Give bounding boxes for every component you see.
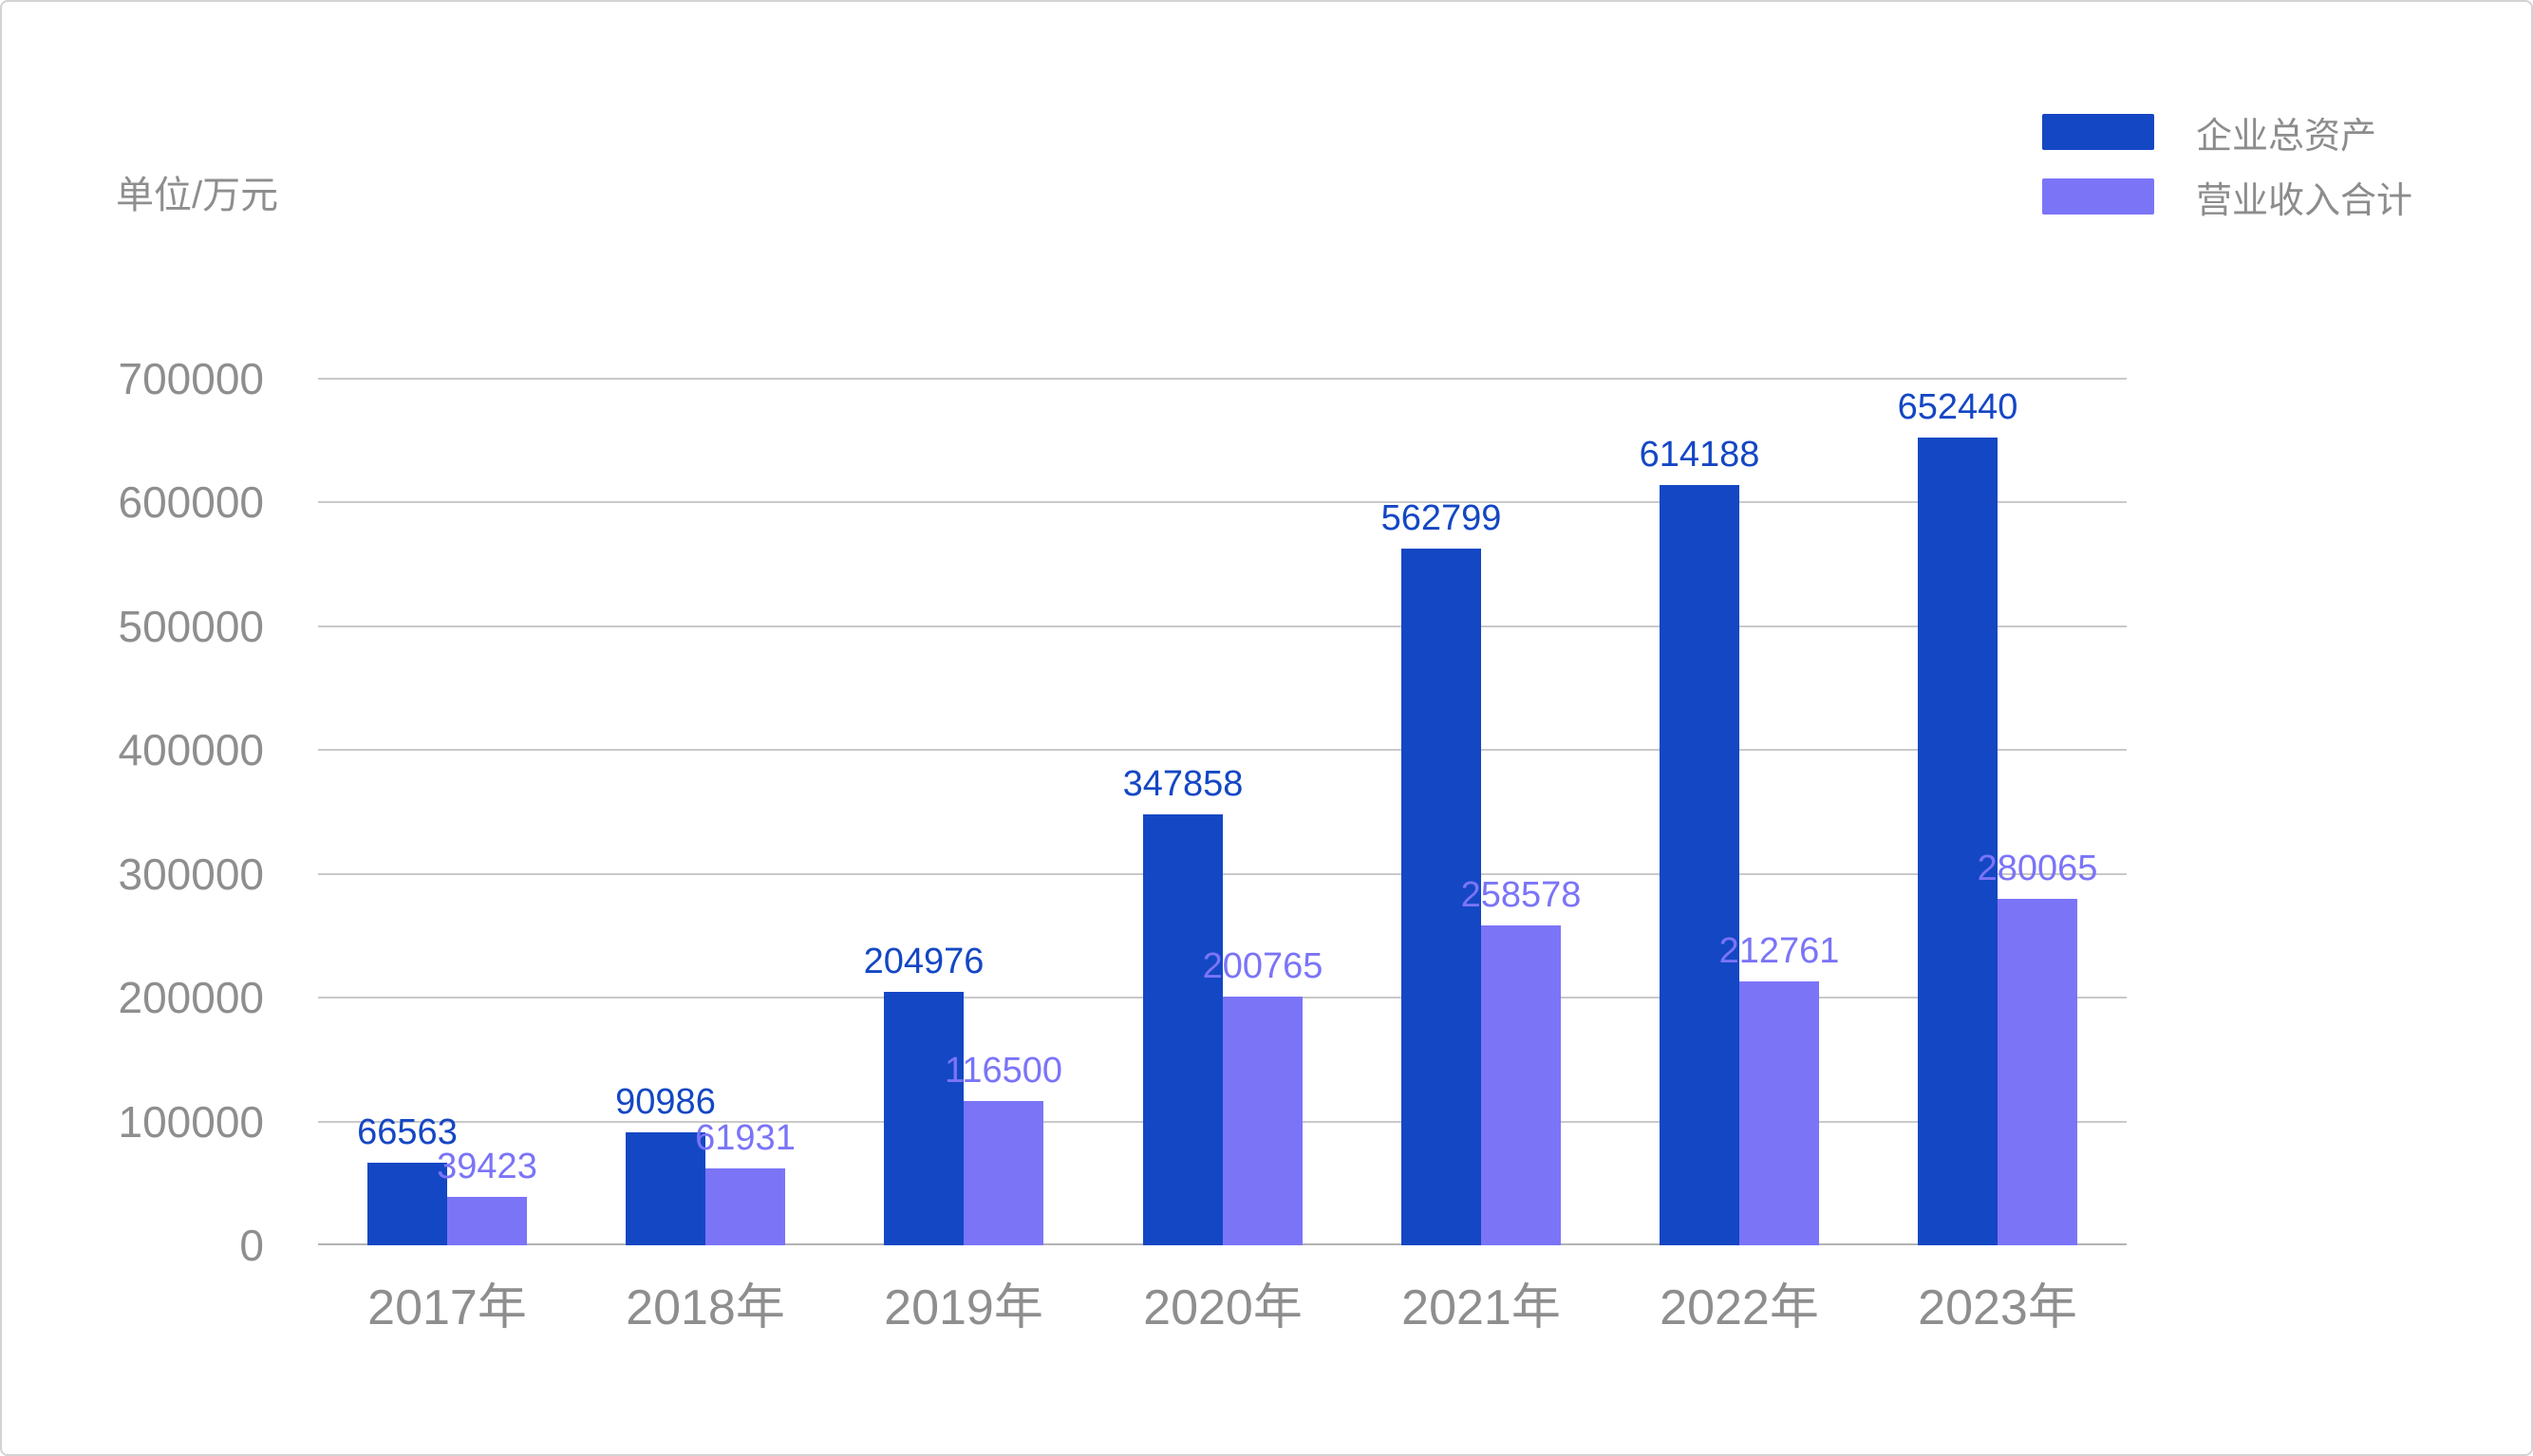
bar-value-label-revenue-2018: 61931	[695, 1118, 796, 1158]
bar-revenue-2019	[964, 1101, 1043, 1245]
y-axis-unit-label: 单位/万元	[116, 175, 279, 216]
x-axis-label-2020: 2020年	[1143, 1280, 1303, 1335]
plot-area: 66563 39423 90986 61931 204976 116500 347858 20…	[318, 378, 2127, 1245]
bar-value-label-revenue-2023: 280065	[1977, 849, 2098, 888]
y-tick-label-700000: 700000	[118, 354, 265, 403]
bar-revenue-2018	[705, 1168, 785, 1245]
bar-value-label-total-assets-2021: 562799	[1380, 498, 1502, 538]
gridline-600000	[318, 501, 2127, 503]
legend-swatch-total-assets	[2042, 114, 2154, 150]
bar-total-assets-2019	[884, 992, 964, 1245]
y-tick-label-400000: 400000	[118, 725, 265, 775]
y-tick-label-600000: 600000	[118, 477, 265, 527]
gridline-700000	[318, 378, 2127, 380]
y-tick-label-300000: 300000	[118, 849, 265, 899]
y-tick-label-0: 0	[239, 1221, 264, 1270]
y-tick-label-500000: 500000	[118, 602, 265, 651]
legend: 企业总资产 营业收入合计	[2042, 114, 2412, 221]
x-axis-label-2022: 2022年	[1660, 1280, 1819, 1335]
bar-total-assets-2022	[1660, 485, 1739, 1245]
x-axis-label-2019: 2019年	[884, 1280, 1043, 1335]
gridline-500000	[318, 625, 2127, 627]
x-axis-label-2017: 2017年	[367, 1280, 527, 1335]
bar-value-label-revenue-2020: 200765	[1202, 946, 1323, 986]
bar-total-assets-2017	[367, 1163, 447, 1245]
x-axis-label-2023: 2023年	[1918, 1280, 2077, 1335]
legend-swatch-revenue	[2042, 178, 2154, 215]
x-axis-label-2021: 2021年	[1401, 1280, 1561, 1335]
bar-total-assets-2020	[1143, 814, 1223, 1245]
bar-value-label-total-assets-2017: 66563	[357, 1112, 458, 1152]
bar-value-label-total-assets-2023: 652440	[1897, 387, 2018, 427]
bar-total-assets-2021	[1401, 549, 1481, 1245]
legend-item-total-assets: 企业总资产	[2042, 114, 2412, 157]
bar-value-label-total-assets-2018: 90986	[615, 1082, 716, 1122]
x-axis-label-2018: 2018年	[626, 1280, 785, 1335]
bar-value-label-revenue-2021: 258578	[1460, 875, 1582, 915]
bar-value-label-revenue-2017: 39423	[437, 1147, 537, 1186]
bar-value-label-total-assets-2022: 614188	[1639, 435, 1760, 475]
bar-revenue-2022	[1739, 981, 1819, 1245]
bar-revenue-2023	[1998, 899, 2077, 1245]
bar-value-label-total-assets-2019: 204976	[863, 942, 985, 981]
bar-value-label-total-assets-2020: 347858	[1122, 764, 1244, 804]
bar-revenue-2020	[1223, 997, 1303, 1245]
gridline-400000	[318, 749, 2127, 751]
bar-revenue-2017	[447, 1197, 527, 1245]
bar-revenue-2021	[1481, 925, 1561, 1245]
bar-value-label-revenue-2019: 116500	[945, 1051, 1062, 1091]
bar-total-assets-2023	[1918, 438, 1998, 1245]
bar-value-label-revenue-2022: 212761	[1718, 931, 1840, 971]
y-tick-label-200000: 200000	[118, 973, 265, 1022]
legend-item-revenue: 营业收入合计	[2042, 178, 2412, 221]
bar-total-assets-2018	[626, 1132, 705, 1245]
y-tick-label-100000: 100000	[118, 1097, 265, 1147]
legend-label-revenue: 营业收入合计	[2196, 180, 2413, 221]
legend-label-total-assets: 企业总资产	[2196, 116, 2377, 157]
